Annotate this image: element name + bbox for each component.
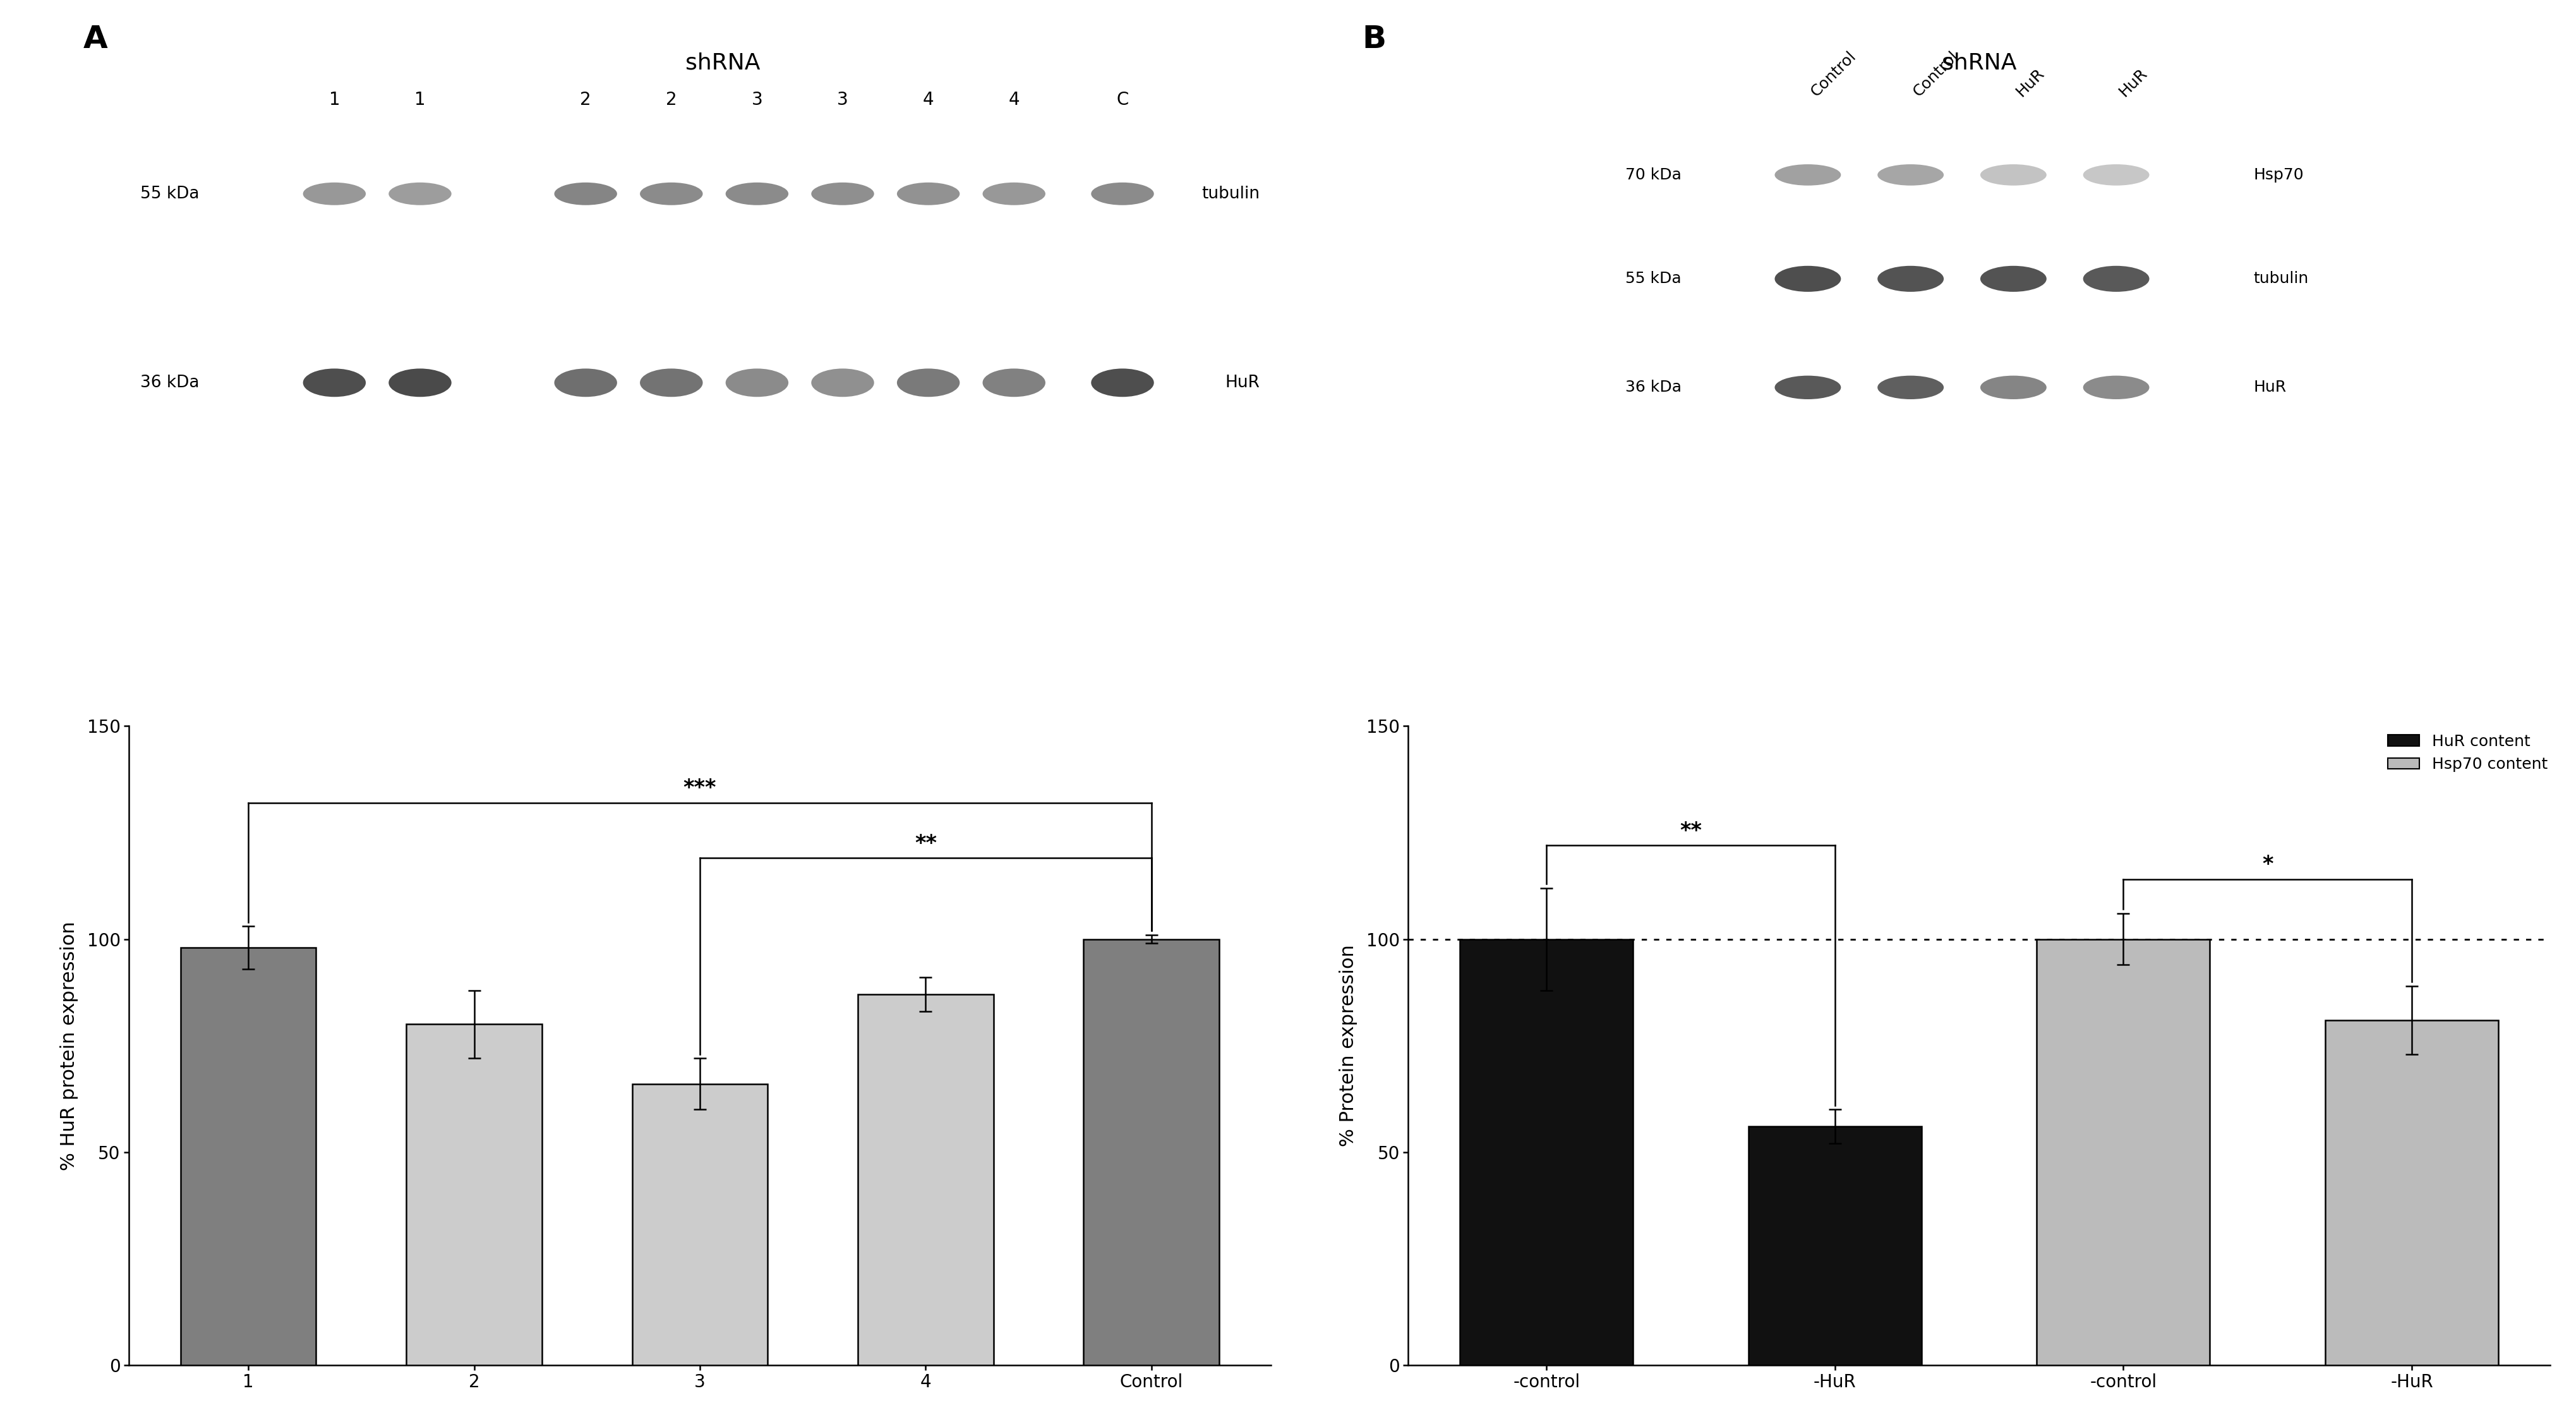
Bar <box>180 947 317 1365</box>
Text: 1: 1 <box>415 91 425 109</box>
Bar <box>1461 939 1633 1365</box>
Bar <box>858 994 994 1365</box>
Text: HuR: HuR <box>2117 65 2151 100</box>
Text: shRNA: shRNA <box>685 53 760 74</box>
Text: 36 kDa: 36 kDa <box>1625 380 1682 395</box>
Text: 4: 4 <box>1007 91 1020 109</box>
Ellipse shape <box>2084 165 2148 185</box>
Text: 55 kDa: 55 kDa <box>139 186 198 202</box>
Text: ***: *** <box>683 778 716 799</box>
Ellipse shape <box>811 368 873 397</box>
Ellipse shape <box>1775 375 1842 400</box>
Text: 1: 1 <box>330 91 340 109</box>
Ellipse shape <box>304 182 366 205</box>
Ellipse shape <box>1775 165 1842 185</box>
Legend: HuR content, Hsp70 content: HuR content, Hsp70 content <box>2380 728 2553 778</box>
Ellipse shape <box>981 368 1046 397</box>
Bar <box>407 1024 541 1365</box>
Ellipse shape <box>1775 266 1842 292</box>
Text: Control: Control <box>1911 48 1963 100</box>
Text: 2: 2 <box>580 91 592 109</box>
Text: 70 kDa: 70 kDa <box>1625 168 1682 182</box>
Text: A: A <box>82 24 108 54</box>
Text: 4: 4 <box>922 91 935 109</box>
Text: HuR: HuR <box>1224 374 1260 391</box>
Y-axis label: % Protein expression: % Protein expression <box>1340 944 1358 1146</box>
Bar <box>2038 939 2210 1365</box>
Ellipse shape <box>1878 165 1945 185</box>
Bar <box>1749 1126 1922 1365</box>
Text: B: B <box>1363 24 1386 54</box>
Bar <box>631 1084 768 1365</box>
Bar <box>492 75 520 492</box>
Ellipse shape <box>1092 182 1154 205</box>
Ellipse shape <box>1981 266 2045 292</box>
Ellipse shape <box>896 368 961 397</box>
Ellipse shape <box>726 368 788 397</box>
Ellipse shape <box>389 182 451 205</box>
Ellipse shape <box>304 368 366 397</box>
Ellipse shape <box>896 182 961 205</box>
Text: **: ** <box>914 833 938 855</box>
Ellipse shape <box>981 182 1046 205</box>
Text: HuR: HuR <box>2254 380 2285 395</box>
Bar <box>1084 939 1218 1365</box>
Text: tubulin: tubulin <box>1200 186 1260 202</box>
Ellipse shape <box>811 182 873 205</box>
Ellipse shape <box>639 182 703 205</box>
Text: 36 kDa: 36 kDa <box>139 374 198 391</box>
Bar <box>2326 1020 2499 1365</box>
Ellipse shape <box>1878 375 1945 400</box>
Text: HuR: HuR <box>2014 65 2048 100</box>
Ellipse shape <box>2084 266 2148 292</box>
Ellipse shape <box>726 182 788 205</box>
Y-axis label: % HuR protein expression: % HuR protein expression <box>59 921 77 1170</box>
Text: 3: 3 <box>837 91 848 109</box>
Ellipse shape <box>1092 368 1154 397</box>
Ellipse shape <box>639 368 703 397</box>
Text: *: * <box>2262 855 2272 875</box>
Ellipse shape <box>554 182 618 205</box>
Ellipse shape <box>1981 165 2045 185</box>
Text: shRNA: shRNA <box>1942 53 2017 74</box>
Text: tubulin: tubulin <box>2254 272 2308 286</box>
Ellipse shape <box>389 368 451 397</box>
Ellipse shape <box>1981 375 2045 400</box>
Text: **: ** <box>1680 820 1703 842</box>
Text: 55 kDa: 55 kDa <box>1625 272 1682 286</box>
Text: 2: 2 <box>665 91 677 109</box>
Text: Control: Control <box>1808 48 1860 100</box>
Ellipse shape <box>2084 375 2148 400</box>
Ellipse shape <box>554 368 618 397</box>
Text: 3: 3 <box>752 91 762 109</box>
Text: Hsp70: Hsp70 <box>2254 168 2303 182</box>
Text: C: C <box>1115 91 1128 109</box>
Ellipse shape <box>1878 266 1945 292</box>
